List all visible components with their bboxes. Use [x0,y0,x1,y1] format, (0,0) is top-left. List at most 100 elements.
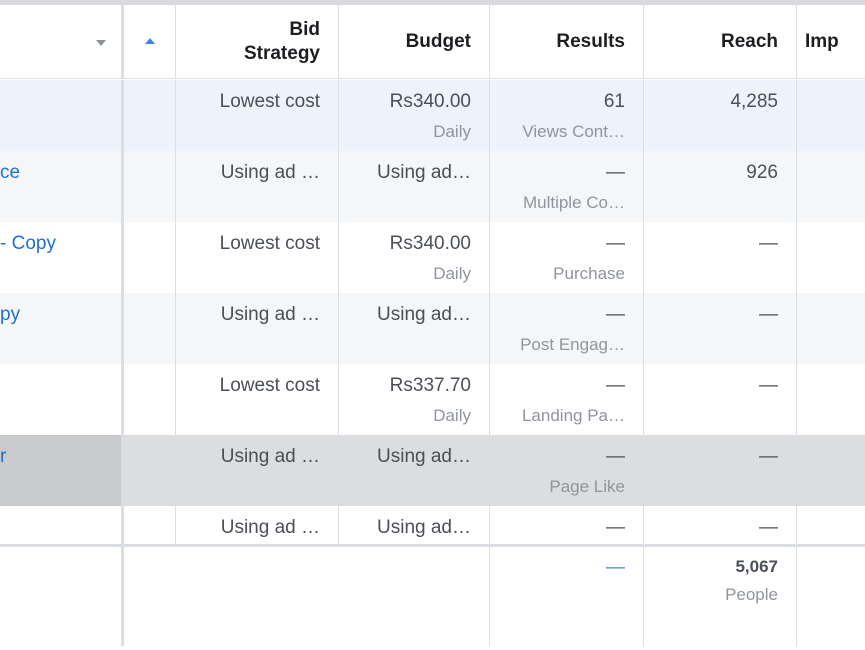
column-divider [643,151,644,222]
column-header-budget[interactable]: Budget [405,31,471,52]
table-row[interactable]: ce Using ad … Using ad… — Multiple Co… 9… [0,151,865,222]
top-border [0,0,865,5]
results-cell[interactable]: — Page Like [490,435,643,506]
budget-cell[interactable]: Rs340.00 Daily [339,80,489,151]
name-cell[interactable] [0,80,121,151]
campaign-name-link[interactable]: r [0,446,7,467]
budget-cell[interactable]: Using ad… [339,293,489,364]
bid-strategy-value: Lowest cost [219,91,320,112]
column-divider [489,435,490,506]
campaign-name-link[interactable]: - Copy [0,233,56,254]
column-divider [796,151,797,222]
results-cell[interactable]: — Landing Pa… [490,364,643,435]
bid-strategy-value: Using ad … [220,446,320,467]
total-reach: 5,067 [735,557,778,576]
budget-cell[interactable]: Using ad… [339,151,489,222]
bid-strategy-value: Using ad … [220,517,320,538]
column-divider [338,80,339,151]
column-divider [796,364,797,435]
budget-cell[interactable]: Using ad… [339,435,489,506]
column-divider [643,293,644,364]
column-divider [338,506,339,544]
column-divider [121,151,124,222]
bid-strategy-value: Lowest cost [219,233,320,254]
column-divider [643,506,644,544]
bid-strategy-value: Using ad … [220,162,320,183]
column-divider [489,547,490,646]
table-row[interactable]: py Using ad … Using ad… — Post Engag… — [0,293,865,364]
column-divider [175,151,176,222]
results-cell[interactable]: 61 Views Cont… [490,80,643,151]
reach-value: — [759,446,778,467]
column-divider [121,222,124,293]
column-header-results[interactable]: Results [556,31,625,52]
sort-ascending-icon[interactable] [145,38,155,44]
column-divider [175,293,176,364]
column-divider [175,222,176,293]
table-row[interactable]: Using ad … Using ad… — — [0,506,865,544]
bid-strategy-cell[interactable]: Lowest cost [176,222,338,293]
column-header-reach[interactable]: Reach [720,31,778,52]
reach-cell[interactable]: — [644,222,796,293]
name-cell[interactable]: ce [0,151,121,222]
name-cell[interactable] [0,364,121,435]
bid-strategy-cell[interactable]: Using ad … [176,506,338,577]
budget-cell[interactable]: Using ad… [339,506,489,577]
column-divider [121,435,124,506]
column-header-impressions[interactable]: Imp [805,31,839,52]
column-divider [796,506,797,544]
name-cell[interactable]: - Copy [0,222,121,293]
total-results: — [606,557,625,578]
column-divider [175,5,176,79]
reach-value: 926 [746,162,778,183]
budget-period: Daily [433,264,471,283]
column-divider [489,506,490,544]
table-row[interactable]: - Copy Lowest cost Rs340.00 Daily — Purc… [0,222,865,293]
bid-strategy-cell[interactable]: Lowest cost [176,80,338,151]
results-cell[interactable]: — [490,506,643,577]
results-value: — [606,517,625,538]
name-column-header[interactable] [0,5,121,79]
column-divider [121,80,124,151]
name-cell[interactable]: py [0,293,121,364]
bid-strategy-cell[interactable]: Lowest cost [176,364,338,435]
reach-cell[interactable]: — [644,435,796,506]
campaign-name-link[interactable]: py [0,304,21,325]
budget-value: Rs340.00 [389,91,471,112]
sort-column-header[interactable] [124,5,175,79]
bid-strategy-value: Lowest cost [219,375,320,396]
budget-value: Using ad… [377,162,471,183]
bid-strategy-cell[interactable]: Using ad … [176,151,338,222]
reach-cell[interactable]: — [644,506,796,577]
bid-strategy-cell[interactable]: Using ad … [176,435,338,506]
chevron-down-icon[interactable] [96,40,106,46]
column-divider [489,364,490,435]
table-row[interactable]: r Using ad … Using ad… — Page Like — [0,435,865,506]
total-reach-label: People [725,585,778,604]
budget-cell[interactable]: Rs340.00 Daily [339,222,489,293]
name-cell[interactable]: r [0,435,121,506]
results-cell[interactable]: — Post Engag… [490,293,643,364]
budget-period: Daily [433,122,471,141]
budget-value: Using ad… [377,446,471,467]
table-row[interactable]: Lowest cost Rs340.00 Daily 61 Views Cont… [0,80,865,151]
column-header-bid-strategy[interactable]: Bid Strategy [243,19,320,64]
results-value: — [606,304,625,325]
reach-cell[interactable]: — [644,293,796,364]
reach-cell[interactable]: 4,285 [644,80,796,151]
column-divider [121,364,124,435]
campaign-name-link[interactable]: ce [0,162,21,183]
reach-cell[interactable]: 926 [644,151,796,222]
budget-cell[interactable]: Rs337.70 Daily [339,364,489,435]
budget-value: Rs340.00 [389,233,471,254]
results-cell[interactable]: — Multiple Co… [490,151,643,222]
table-row[interactable]: Lowest cost Rs337.70 Daily — Landing Pa…… [0,364,865,435]
name-cell[interactable] [0,506,121,544]
bid-strategy-cell[interactable]: Using ad … [176,293,338,364]
results-cell[interactable]: — Purchase [490,222,643,293]
column-divider [796,5,797,79]
reach-cell[interactable]: — [644,364,796,435]
column-divider [175,506,176,544]
budget-value: Using ad… [377,517,471,538]
column-divider [121,293,124,364]
